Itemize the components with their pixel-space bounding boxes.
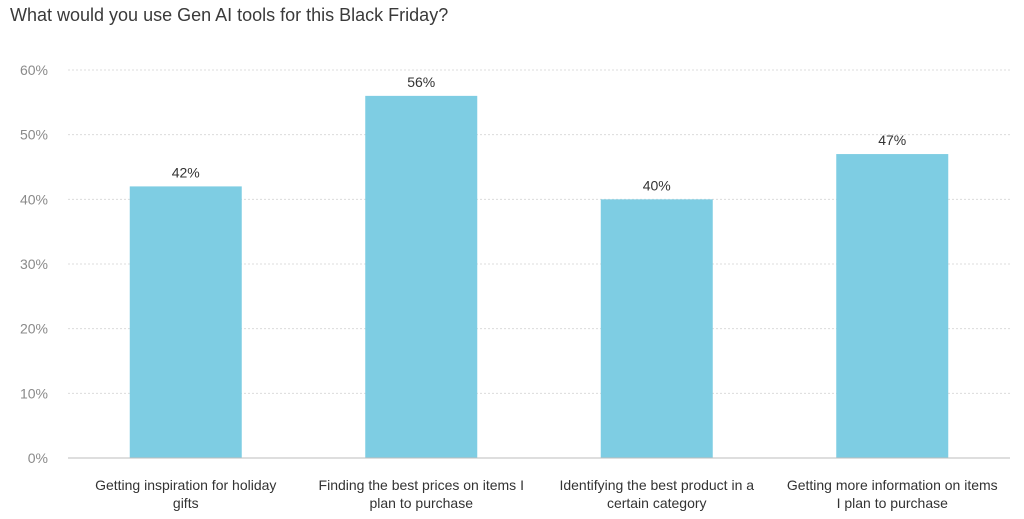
bar-value-label: 47% — [878, 132, 906, 148]
y-tick-label: 10% — [20, 385, 48, 401]
x-category-label-line: I plan to purchase — [837, 495, 949, 511]
x-category-label-line: gifts — [173, 495, 199, 511]
chart-title: What would you use Gen AI tools for this… — [10, 5, 449, 25]
category-labels: Getting inspiration for holiday gifts Find… — [95, 477, 998, 511]
y-tick-label: 20% — [20, 321, 48, 337]
x-category-label-line: Getting more information on items — [787, 477, 998, 493]
bar-value-label: 42% — [172, 164, 200, 180]
data-labels: 42% 56% 40% 47% — [172, 74, 907, 193]
y-tick-label: 0% — [28, 450, 48, 466]
x-category-label: Getting more information on items I plan … — [787, 477, 998, 511]
bar — [129, 186, 242, 458]
y-axis-ticks: 0% 10% 20% 30% 40% 50% 60% — [20, 62, 48, 466]
x-category-label-line: Getting inspiration for holiday — [95, 477, 276, 493]
bar — [365, 95, 478, 458]
x-category-label-line: certain category — [607, 495, 707, 511]
y-tick-label: 50% — [20, 127, 48, 143]
bar-value-label: 56% — [407, 74, 435, 90]
x-category-label-line: Identifying the best product in a — [559, 477, 754, 493]
bar-value-label: 40% — [643, 177, 671, 193]
y-tick-label: 40% — [20, 191, 48, 207]
y-tick-label: 60% — [20, 62, 48, 78]
x-category-label: Identifying the best product in a certain… — [559, 477, 754, 511]
x-category-label-line: plan to purchase — [369, 495, 473, 511]
y-tick-label: 30% — [20, 256, 48, 272]
x-category-label: Getting inspiration for holiday gifts — [95, 477, 276, 511]
bar — [600, 199, 713, 459]
x-category-label-line: Finding the best prices on items I — [319, 477, 524, 493]
bar — [836, 154, 949, 459]
x-category-label: Finding the best prices on items I plan t… — [319, 477, 524, 511]
bars — [129, 95, 949, 459]
